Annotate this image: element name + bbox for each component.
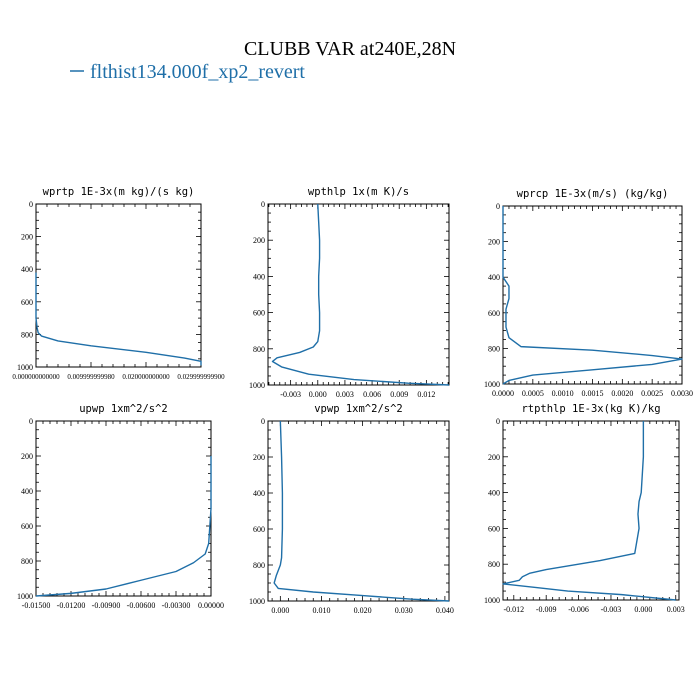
x-tick-label: 0.012	[417, 390, 435, 399]
y-tick-label: 800	[21, 557, 33, 566]
y-tick-label: 600	[253, 525, 265, 534]
x-tick-label: 0.000000000000	[12, 373, 60, 381]
x-tick-label: 0.009	[390, 390, 408, 399]
series-line	[271, 203, 450, 386]
y-tick-label: 0	[29, 417, 33, 426]
x-tick-label: -0.003	[280, 390, 301, 399]
panel-title: wprcp 1E-3x(m/s) (kg/kg)	[517, 188, 669, 200]
x-tick-label: -0.009	[536, 605, 557, 614]
series-line	[502, 206, 683, 385]
y-tick-label: 0	[496, 202, 500, 211]
y-tick-label: 0	[29, 200, 33, 209]
x-tick-label: 0.0030	[671, 389, 693, 398]
plot-frame	[502, 205, 683, 385]
y-tick-label: 1000	[484, 596, 500, 605]
x-tick-label: 0.030	[395, 606, 413, 615]
series-line	[273, 420, 450, 602]
y-tick-label: 0	[496, 417, 500, 426]
y-tick-label: 200	[21, 233, 33, 242]
panel-title: rtpthlp 1E-3x(kg K)/kg	[521, 403, 660, 415]
legend-label: flthist134.000f_xp2_revert	[90, 61, 305, 83]
x-tick-label: 0.010	[312, 606, 330, 615]
y-tick-label: 1000	[17, 592, 33, 601]
plot-frame	[267, 203, 450, 386]
x-tick-label: -0.00600	[127, 601, 156, 610]
panel-6: rtpthlp 1E-3x(kg K)/kg02004006008001000-…	[484, 403, 685, 614]
x-tick-label: 0.0020	[611, 389, 633, 398]
x-tick-label: 0.0010	[552, 389, 574, 398]
y-tick-label: 600	[253, 309, 265, 318]
x-tick-label: 0.000	[271, 606, 289, 615]
x-tick-label: -0.012	[503, 605, 524, 614]
y-tick-label: 400	[21, 487, 33, 496]
y-tick-label: 800	[488, 560, 500, 569]
plot-frame	[35, 420, 212, 597]
y-tick-label: 800	[253, 345, 265, 354]
panel-3: wprcp 1E-3x(m/s) (kg/kg) 0 200 400 600 800 100…	[484, 188, 693, 398]
y-tick-label: 400	[253, 272, 265, 281]
x-tick-label: 0.000	[309, 390, 327, 399]
series-line	[502, 421, 676, 601]
y-tick-label: 400	[488, 489, 500, 498]
y-tick-label: 1000	[484, 380, 500, 389]
x-tick-label: -0.006	[568, 605, 589, 614]
y-tick-label: 0	[261, 200, 265, 209]
y-tick-label: 400	[488, 273, 500, 282]
y-tick-label: 200	[488, 453, 500, 462]
y-tick-label: 1000	[249, 381, 265, 390]
x-tick-label: 0.0015	[582, 389, 604, 398]
panel-title: upwp 1xm^2/s^2	[79, 403, 168, 415]
panel-4: upwp 1xm^2/s^202004006008001000-0.01500-…	[17, 403, 224, 610]
panel-title: vpwp 1xm^2/s^2	[314, 403, 403, 415]
y-tick-label: 1000	[17, 363, 33, 372]
panel-title: wpthlp 1x(m K)/s	[308, 186, 409, 198]
x-tick-label: 0.0000	[492, 389, 514, 398]
x-tick-label: -0.003	[601, 605, 622, 614]
x-tick-label: 0.020000000000	[122, 373, 170, 381]
x-tick-label: 0.003	[336, 390, 354, 399]
x-tick-label: -0.00300	[162, 601, 191, 610]
series-line	[35, 456, 212, 597]
y-tick-label: 0	[261, 417, 265, 426]
y-tick-label: 600	[488, 309, 500, 318]
plot-frame	[267, 420, 450, 602]
y-tick-label: 1000	[249, 597, 265, 606]
x-tick-label: 0.003	[667, 605, 685, 614]
x-tick-label: -0.00900	[92, 601, 121, 610]
x-tick-label: 0.000	[634, 605, 652, 614]
panel-title: wprtp 1E-3x(m kg)/(s kg)	[43, 186, 195, 198]
x-tick-label: 0.020	[354, 606, 372, 615]
y-tick-label: 800	[21, 330, 33, 339]
y-tick-label: 600	[21, 522, 33, 531]
panel-5: vpwp 1xm^2/s^2 0 200 400 600 800 1000 0.000 0.01…	[249, 403, 454, 615]
x-tick-label: 0.040	[436, 606, 454, 615]
panel-1: wprtp 1E-3x(m kg)/(s kg) 0 200 400 600 800 100…	[12, 186, 225, 381]
y-tick-label: 200	[488, 238, 500, 247]
figure-title: CLUBB VAR at240E,28N	[244, 38, 456, 60]
series-line	[35, 272, 202, 366]
y-tick-label: 400	[253, 489, 265, 498]
x-tick-label: 0.009999999980	[67, 373, 115, 381]
x-tick-label: 0.0025	[641, 389, 663, 398]
y-tick-label: 600	[488, 524, 500, 533]
x-tick-label: 0.006	[363, 390, 381, 399]
panel-2: wpthlp 1x(m K)/s 0 200 400 600 800 1000 -0.003 0…	[249, 186, 450, 399]
x-tick-label: 0.029999999900	[177, 373, 225, 381]
legend: flthist134.000f_xp2_revert	[70, 61, 305, 83]
plot-frame	[35, 203, 202, 368]
y-tick-label: 600	[21, 298, 33, 307]
y-tick-label: 200	[253, 453, 265, 462]
x-tick-label: 0.0005	[522, 389, 544, 398]
y-tick-label: 800	[488, 344, 500, 353]
y-tick-label: 400	[21, 265, 33, 274]
y-tick-label: 800	[253, 561, 265, 570]
y-tick-label: 200	[253, 236, 265, 245]
x-tick-label: -0.01200	[57, 601, 86, 610]
y-tick-label: 200	[21, 452, 33, 461]
x-tick-label: -0.01500	[22, 601, 51, 610]
panels: wprtp 1E-3x(m kg)/(s kg) 0 200 400 600 800 100…	[12, 186, 693, 615]
x-tick-label: 0.00000	[198, 601, 224, 610]
